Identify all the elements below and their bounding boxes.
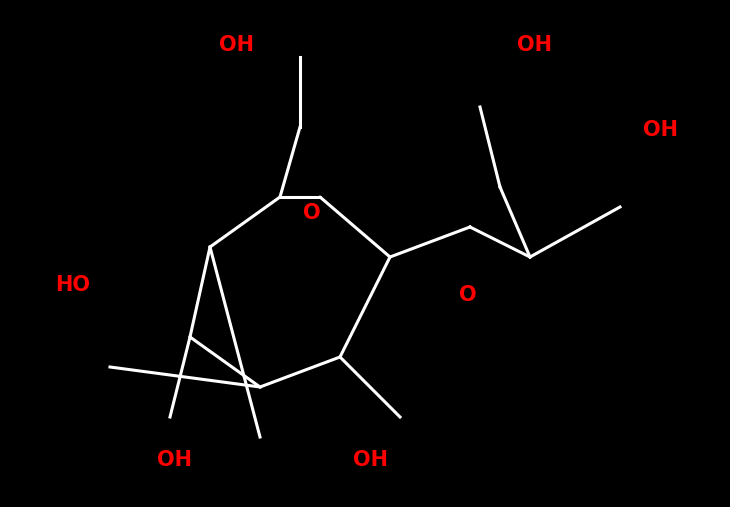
Text: OH: OH — [518, 35, 553, 55]
Text: O: O — [303, 203, 320, 223]
Text: OH: OH — [220, 35, 255, 55]
Text: HO: HO — [55, 275, 90, 295]
Text: OH: OH — [643, 120, 678, 140]
Text: O: O — [459, 285, 477, 305]
Text: OH: OH — [353, 450, 388, 470]
Text: OH: OH — [158, 450, 193, 470]
